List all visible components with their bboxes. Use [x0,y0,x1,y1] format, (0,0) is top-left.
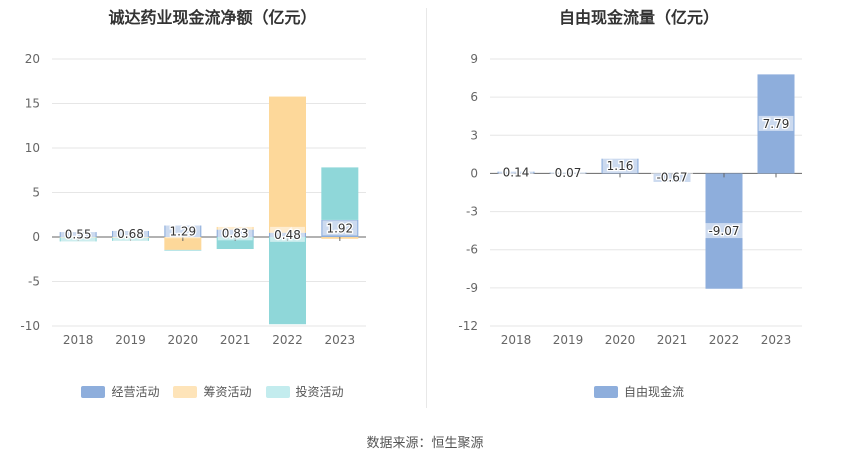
bar [164,237,202,250]
free-cashflow-chart: -12 -9 -6 -3 0 3 6 9 2018 0.14 2019 0.07 2020 1.16 202… [458,52,802,347]
x-tick-label: 2019 [115,333,146,347]
chart-title: 自由现金流量（亿元） [558,8,719,27]
x-tick-label: 2018 [63,333,94,347]
bar [164,249,202,251]
data-label-bg [165,223,201,239]
y-tick-label: -10 [20,319,40,333]
data-label-bg [602,158,638,174]
y-tick-label: 15 [25,97,40,111]
cashflow-net-chart: -10 -5 0 5 10 15 20 2018 0.55 2019 0.68 2020 1.29 202… [20,52,366,347]
y-tick-label: 20 [25,52,40,66]
legend-label: 筹资活动 [203,385,252,399]
chart-title: 诚达药业现金流净额（亿元） [108,8,317,27]
data-label-bg [651,169,693,185]
y-tick-label: 5 [32,186,40,200]
data-label-bg [322,220,358,236]
x-tick-label: 2022 [709,333,740,347]
legend-swatch [593,385,618,398]
y-tick-label: 10 [25,141,40,155]
chart-panel-cashflow: 诚达药业现金流净额（亿元） -10 -5 0 5 10 15 20 2018 0.55 2019 0… [0,0,425,410]
bar [269,237,306,325]
data-label: 1.16 [607,159,634,173]
bar [321,167,359,220]
y-tick-label: -6 [466,243,478,257]
legend-item-operating[interactable]: 经营活动 [81,383,159,400]
legend-label: 投资活动 [295,385,344,399]
data-label: 0.68 [117,227,144,241]
data-label: 1.29 [169,224,196,238]
data-label: 0.55 [65,228,92,242]
y-tick-label: 6 [470,90,478,104]
y-tick-label: 9 [470,52,478,66]
y-tick-label: -3 [466,205,478,219]
y-tick-label: 3 [470,128,478,142]
legend-label: 自由现金流 [623,385,684,399]
y-tick-label: -9 [466,281,478,295]
data-label-bg [217,225,253,241]
data-label: 0.07 [555,166,582,180]
legend-item-free-cashflow[interactable]: 自由现金流 [593,383,684,400]
x-tick-label: 2020 [605,333,636,347]
data-label-bg [60,226,96,242]
legend: 自由现金流 [428,383,850,400]
legend-swatch [265,385,290,398]
data-label-bg [498,164,534,180]
source-note: 数据来源：恒生聚源 [366,436,484,451]
legend: 经营活动 筹资活动 投资活动 [0,383,425,400]
x-tick-label: 2021 [657,333,688,347]
data-label-bg [113,225,148,241]
chart-panel-free-cashflow: 自由现金流量（亿元） -12 -9 -6 -3 0 3 6 9 2018 0.14 2019 0.07… [428,0,850,410]
data-label-bg [758,115,794,131]
data-label: 0.48 [274,228,301,242]
x-tick-label: 2019 [553,333,584,347]
panel-divider [426,8,427,408]
y-tick-label: 0 [470,166,478,180]
x-tick-label: 2022 [272,333,303,347]
y-tick-label: -5 [28,275,40,289]
x-tick-label: 2020 [168,333,199,347]
data-label-bg [703,223,745,239]
x-tick-label: 2023 [761,333,792,347]
data-label-bg [550,164,586,180]
legend-swatch [173,385,198,398]
bar [269,96,306,233]
legend-item-financing[interactable]: 筹资活动 [173,383,252,400]
data-label: 0.14 [503,166,530,180]
y-tick-label: 0 [32,230,40,244]
x-tick-label: 2018 [501,333,532,347]
data-label-bg [270,226,305,242]
legend-swatch [81,385,106,398]
x-tick-label: 2021 [220,333,251,347]
y-tick-label: -12 [458,319,478,333]
data-label: 0.83 [222,226,249,240]
data-label: 1.92 [326,221,353,235]
x-tick-label: 2023 [325,333,356,347]
legend-item-investing[interactable]: 投资活动 [265,383,344,400]
legend-label: 经营活动 [111,385,160,399]
data-label: -0.67 [656,171,687,185]
data-label: -9.07 [708,224,739,238]
data-label: 7.79 [763,117,790,131]
